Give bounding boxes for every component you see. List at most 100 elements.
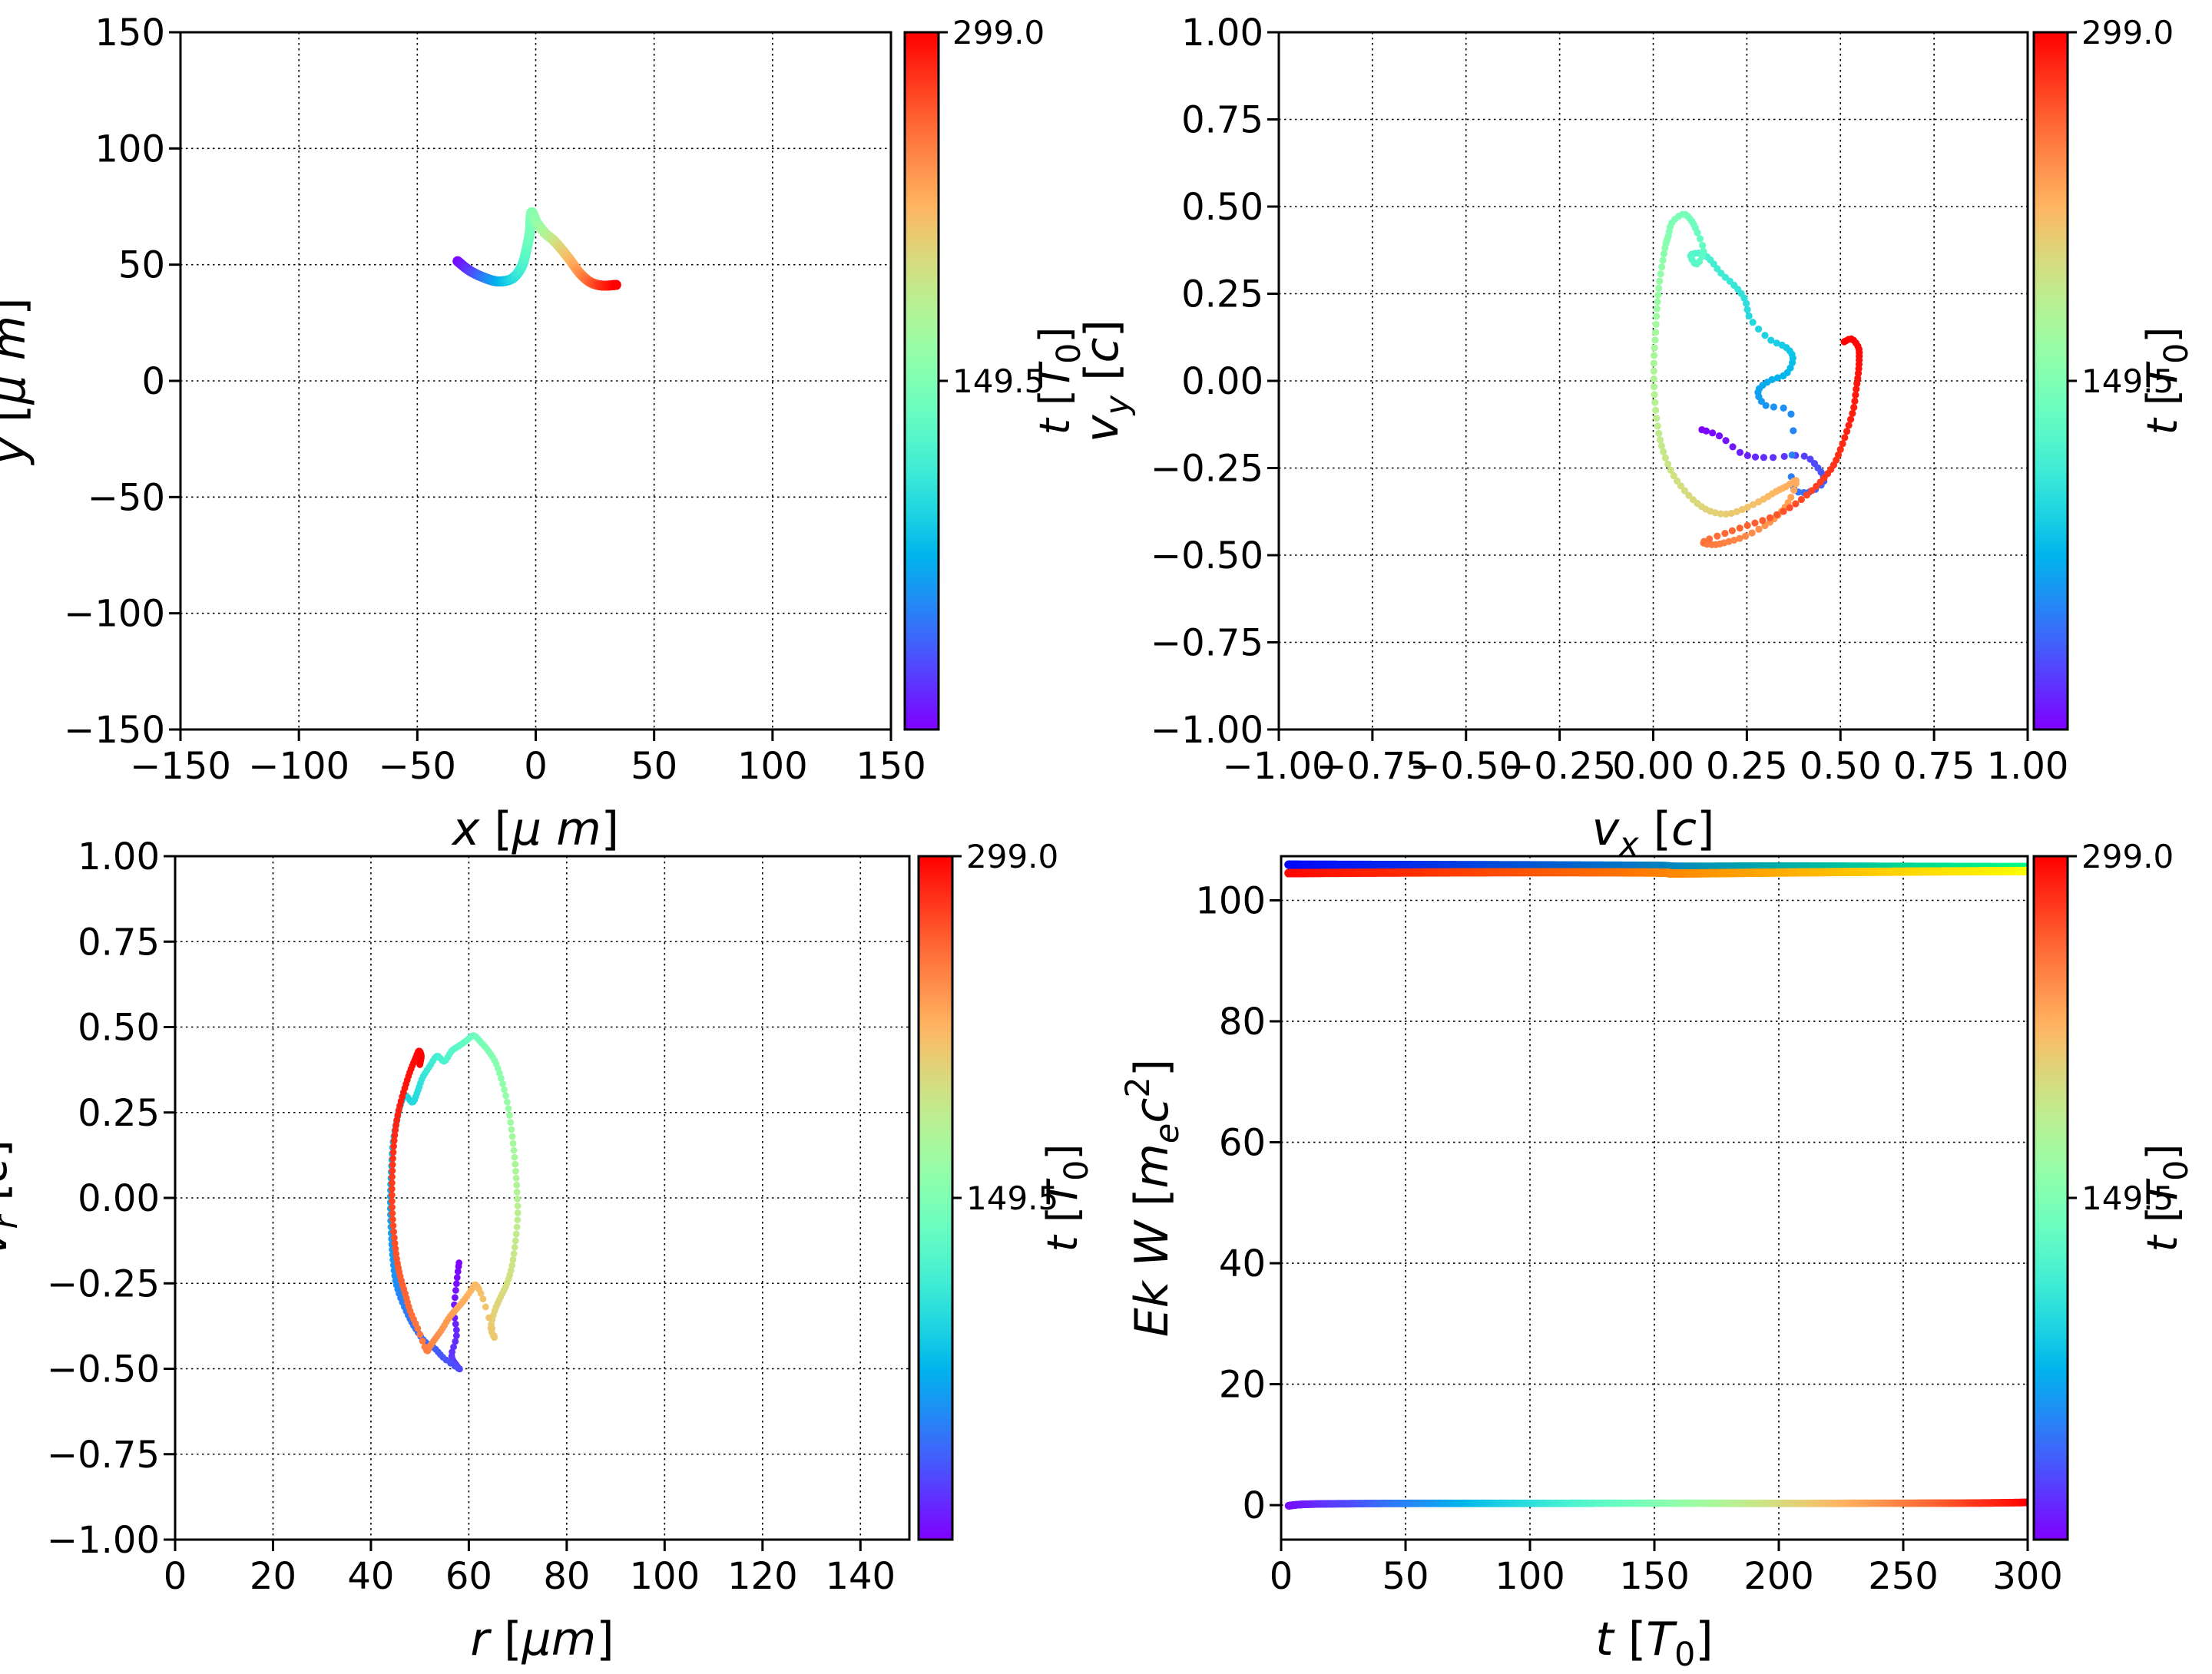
y-tick-label: −150 xyxy=(64,709,165,752)
tick-labels: 0 50 100 150 200 250 300 0 20 40 60 80 100 xyxy=(1195,879,2062,1598)
y-tick-label: 50 xyxy=(118,244,165,287)
y-tick-label: 0.75 xyxy=(1181,99,1263,142)
plot-energy-vs-time: 0 50 100 150 200 250 300 0 20 40 60 80 100 t [T0] Ek W… xyxy=(1119,838,2196,1674)
colorbar-tick-label: 149.5 xyxy=(2081,1179,2174,1217)
y-tick-label: 100 xyxy=(1195,879,1266,922)
gridlines xyxy=(1279,32,2028,729)
energy-zero-band xyxy=(1284,1498,2028,1510)
energy-lower-band xyxy=(1284,866,2028,878)
x-tick-label: −0.25 xyxy=(1503,745,1616,788)
colorbar-title: t [T0] xyxy=(2138,327,2196,435)
x-tick-label: 250 xyxy=(1868,1555,1939,1598)
x-tick-label: −100 xyxy=(248,745,349,788)
colorbar-tick-label: 149.5 xyxy=(2081,362,2174,400)
y-tick-label: 0.25 xyxy=(78,1092,160,1135)
gridlines xyxy=(180,32,891,729)
x-tick-label: 50 xyxy=(1382,1555,1429,1598)
x-tick-label: 200 xyxy=(1743,1555,1814,1598)
tick-labels: −1.00−0.75−0.50−0.250.00 0.25 0.50 0.75 1.00… xyxy=(1151,12,2069,788)
colorbar-tick-label: 299.0 xyxy=(2081,838,2174,875)
x-tick-label: 150 xyxy=(856,745,926,788)
y-tick-label: 100 xyxy=(94,127,165,170)
y-tick-label: 40 xyxy=(1219,1242,1266,1285)
x-tick-label: 40 xyxy=(347,1555,394,1598)
x-tick-label: 80 xyxy=(543,1555,590,1598)
x-tick-label: 100 xyxy=(737,745,808,788)
colorbar-title: t [T0] xyxy=(1031,327,1088,435)
plot-vx-vy-phase: −1.00−0.75−0.50−0.250.00 0.25 0.50 0.75 1.00… xyxy=(1075,12,2196,864)
energy-upper-band xyxy=(1284,860,2028,872)
x-axis-label: t [T0] xyxy=(1595,1613,1713,1671)
x-tick-label: 50 xyxy=(631,745,677,788)
colorbar-xy-trajectory xyxy=(903,31,940,731)
x-tick-label: 150 xyxy=(1619,1555,1690,1598)
y-tick-label: 0.25 xyxy=(1181,273,1263,316)
y-tick-label: 60 xyxy=(1219,1122,1266,1165)
y-tick-label: −0.25 xyxy=(1151,448,1263,491)
x-tick-label: 20 xyxy=(250,1555,296,1598)
x-tick-label: −0.50 xyxy=(1409,745,1522,788)
x-tick-label: −150 xyxy=(130,745,231,788)
colorbar-energy-vs-time xyxy=(2032,855,2069,1541)
tick-marks xyxy=(1267,31,2029,741)
y-tick-label: 0.50 xyxy=(78,1007,160,1050)
x-tick-label: −1.00 xyxy=(1222,745,1335,788)
y-tick-label: −0.25 xyxy=(47,1262,160,1305)
y-tick-label: 1.00 xyxy=(78,835,160,878)
y-tick-label: −50 xyxy=(88,476,165,519)
y-tick-label: −0.75 xyxy=(47,1434,160,1477)
y-tick-label: 0.00 xyxy=(1181,360,1263,403)
plot-xy-trajectory: −150 −100 −50 0 50 100 150150100500−50−100−150… xyxy=(0,12,1088,856)
x-tick-label: −0.75 xyxy=(1316,745,1429,788)
y-tick-label: −0.50 xyxy=(47,1348,160,1391)
x-tick-label: 100 xyxy=(1495,1555,1565,1598)
x-tick-label: 0.00 xyxy=(1612,745,1694,788)
gridlines xyxy=(1281,856,2028,1540)
colorbar-vx-vy-phase xyxy=(2032,31,2069,731)
colorbar-tick-label: 149.5 xyxy=(952,362,1045,400)
y-axis-label: y [μ m] xyxy=(0,297,36,465)
x-tick-label: 300 xyxy=(1992,1555,2063,1598)
colorbar-tick-label: 299.0 xyxy=(966,838,1058,875)
tick-labels: 0 20 40 60 80 100 120 140 1.00 0.75 0.50 0.25 0.00 −0… xyxy=(47,835,896,1598)
colorbar-tick-label: 149.5 xyxy=(966,1179,1058,1217)
x-tick-label: 0 xyxy=(164,1555,187,1598)
colorbar-tick-label: 299.0 xyxy=(952,14,1045,51)
x-tick-label: −50 xyxy=(379,745,456,788)
colorbar-title: t [T0] xyxy=(2138,1144,2196,1252)
x-tick-label: 120 xyxy=(727,1555,798,1598)
tick-marks xyxy=(1270,898,2029,1551)
x-tick-label: 0 xyxy=(1270,1555,1293,1598)
x-axis-label: vx [c] xyxy=(1592,802,1715,864)
x-tick-label: 0.25 xyxy=(1706,745,1788,788)
y-tick-label: −100 xyxy=(64,593,165,636)
x-tick-label: 0 xyxy=(524,745,548,788)
x-tick-label: 140 xyxy=(825,1555,896,1598)
y-tick-label: 0.00 xyxy=(78,1177,160,1220)
particle-path-xy xyxy=(452,207,621,291)
y-tick-label: 150 xyxy=(94,12,165,55)
tick-marks xyxy=(164,855,862,1551)
particle-path-vxvy xyxy=(1650,210,1863,548)
particle-path-rvr xyxy=(386,1032,522,1373)
x-tick-label: 0.50 xyxy=(1800,745,1882,788)
y-tick-label: −0.50 xyxy=(1151,534,1263,577)
y-axis-label: vr [c] xyxy=(0,1140,25,1256)
tick-marks xyxy=(169,31,892,741)
y-tick-label: 0.50 xyxy=(1181,186,1263,229)
y-tick-label: 0 xyxy=(141,360,165,403)
colorbar-title: t [T0] xyxy=(1038,1144,1096,1252)
y-axis-label: Ek W [mec2] xyxy=(1119,1059,1187,1337)
gridlines xyxy=(175,856,909,1540)
x-tick-label: 0.75 xyxy=(1893,745,1975,788)
tick-labels: −150 −100 −50 0 50 100 150 150 100 50 0 −50 −100 −150 xyxy=(64,12,926,788)
y-tick-label: 80 xyxy=(1219,1001,1266,1044)
colorbar-r-vr-phase xyxy=(917,855,954,1541)
x-axis-label: r [μm] xyxy=(470,1613,614,1666)
x-tick-label: 1.00 xyxy=(1987,745,2069,788)
y-tick-label: −1.00 xyxy=(1151,709,1263,752)
y-tick-label: 0.75 xyxy=(78,921,160,964)
x-tick-label: 100 xyxy=(630,1555,700,1598)
